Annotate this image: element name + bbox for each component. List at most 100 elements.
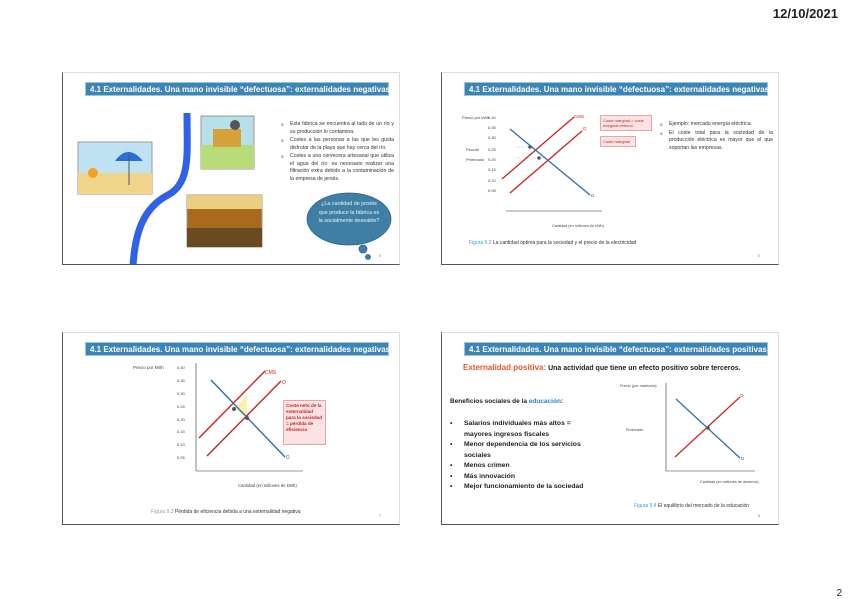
equilibrium-point — [245, 416, 249, 420]
illustrations — [77, 112, 392, 264]
y-tick: 0,05 — [488, 188, 497, 193]
y-tick: 0,40 — [177, 365, 186, 370]
slide-number: 7 — [378, 513, 381, 518]
y-annot: Pmercado — [466, 157, 485, 162]
caption-text: La cantidad óptima para la sociedad y el… — [492, 240, 637, 246]
series-line-cms — [501, 116, 575, 180]
slide-6: 4.1 Externalidades. Una mano invisible “… — [441, 72, 779, 265]
y-tick: 0,35 — [488, 125, 497, 130]
series-label: D — [591, 193, 595, 198]
y-tick: 0,05 — [177, 455, 186, 460]
series-label: CMS — [265, 370, 277, 376]
callout: Coste neto de la externalidad para la so… — [283, 400, 326, 445]
beach-image — [77, 141, 153, 195]
bullet-list: Esta fábrica se encuentra al lado de un … — [281, 121, 394, 184]
y-annot: Pmercado — [626, 428, 643, 432]
thought-cloud-text: ¿La cantidad de jerséis que produce la f… — [318, 201, 380, 224]
bullet: Costes a las personas a las que les gust… — [281, 137, 394, 152]
page-number: 2 — [836, 588, 842, 599]
callout: Coste marginal — [600, 136, 636, 147]
figure-label: Figura 9.2 — [469, 240, 492, 246]
series-label: O — [583, 126, 587, 131]
benefit-item: Más innovación — [450, 472, 600, 483]
bullet: Esta fábrica se encuentra al lado de un … — [281, 121, 394, 136]
education-chart: Precio (por matrícula) Pmercado O D Cant… — [620, 383, 759, 484]
series-label: O — [282, 380, 286, 386]
slide-title: 4.1 Externalidades. Una mano invisible “… — [464, 82, 769, 96]
y-tick: 0,25 — [488, 147, 497, 152]
definition-term: Externalidad positiva: — [463, 363, 547, 372]
bullet: Ejemplo: mercado energía eléctrica. — [660, 121, 773, 129]
definition-text: Una actividad que tiene un efecto positi… — [548, 365, 741, 372]
page-date: 12/10/2021 — [772, 6, 838, 21]
benefit-item: Salarios individuales más altos = mayore… — [450, 419, 600, 440]
deadweight-loss-area — [234, 395, 247, 417]
y-ticks: 0,40 0,35 0,30 0,25 0,20 0,15 0,10 0,05 … — [466, 115, 497, 193]
deadweight-loss-chart: Precio por kWh 0,40 0,35 0,30 0,25 0,20 … — [133, 363, 303, 488]
benefits-colon: : — [560, 398, 564, 405]
thought-cloud-shape — [306, 192, 392, 260]
river-line — [129, 112, 191, 264]
electricity-chart: Precio por kWh 0,40 0,35 0,30 0,25 0,20 … — [462, 114, 605, 228]
y-tick: 0,30 — [177, 391, 186, 396]
bullet: El coste total para la sociedad de la pr… — [660, 130, 773, 153]
benefit-item: Menor dependencia de los servicios socia… — [450, 440, 600, 461]
y-tick: 0,20 — [177, 417, 186, 422]
benefits-lead: Beneficios sociales de la — [450, 398, 529, 405]
callout: Coste marginal = coste marginal externo — [600, 115, 652, 131]
y-tick: 0,30 — [488, 135, 497, 140]
y-tick: 0,25 — [177, 404, 186, 409]
figure-label: Figura 9.4 — [634, 503, 657, 509]
series-label: D — [286, 455, 290, 461]
equilibrium-point — [537, 156, 541, 160]
caption-text: Pérdida de eficiencia debida a una exter… — [174, 509, 301, 515]
equilibrium-point — [232, 407, 236, 411]
slide-title: 4.1 Externalidades. Una mano invisible “… — [464, 342, 768, 356]
figure-caption: Figura 9.3 Pérdida de eficiencia debida … — [151, 509, 301, 515]
slide-number: 5 — [378, 253, 381, 258]
y-tick: 0,15 — [488, 167, 497, 172]
figure-caption: Figura 9.2 La cantidad óptima para la so… — [469, 240, 636, 246]
slide-5: 4.1 Externalidades. Una mano invisible “… — [62, 72, 400, 265]
y-tick: 0,40 — [488, 115, 497, 120]
caption-text: El equilibrio del mercado de la educació… — [657, 503, 750, 509]
series-label: O — [740, 393, 744, 398]
x-axis-label: Cantidad (en millones de kWh) — [552, 224, 605, 228]
slide-title: 4.1 Externalidades. Una mano invisible “… — [85, 82, 390, 96]
y-tick: 0,15 — [177, 429, 186, 434]
x-axis-label: Cantidad (en millones de kWh) — [238, 483, 297, 488]
bullet: Costes a una cervecera artesanal que uti… — [281, 153, 394, 183]
y-annot: Psocial — [466, 147, 479, 152]
slide-number: 8 — [757, 513, 760, 518]
slide-title: 4.1 Externalidades. Una mano invisible “… — [85, 342, 390, 356]
y-tick: 0,10 — [177, 442, 186, 447]
x-axis-label: Cantidad (en millones de alumnos) — [700, 480, 759, 484]
benefit-item: Menos crimen — [450, 461, 600, 472]
factory-image — [200, 115, 255, 170]
benefits-heading: Beneficios sociales de la educación: — [450, 398, 563, 405]
figure-caption: Figura 9.4 El equilibrio del mercado de … — [634, 503, 749, 509]
series-line-cms — [198, 370, 266, 439]
slide-number: 6 — [757, 253, 760, 258]
series-line-d — [509, 128, 591, 196]
equilibrium-point — [528, 145, 532, 149]
benefit-item: Mejor funcionamiento de la sociedad — [450, 482, 600, 493]
y-tick: 0,10 — [488, 178, 497, 183]
slide-7: 4.1 Externalidades. Una mano invisible “… — [62, 332, 400, 525]
bottling-image — [186, 194, 263, 248]
benefits-term: educación — [528, 398, 561, 405]
y-axis-label: Precio por kWh — [133, 365, 164, 370]
definition: Externalidad positiva: Una actividad que… — [463, 363, 741, 372]
y-axis-label: Precio por kWh — [462, 115, 489, 120]
figure-label: Figura 9.3 — [151, 509, 174, 515]
y-tick: 0,35 — [177, 378, 186, 383]
benefits-list: Salarios individuales más altos = mayore… — [450, 419, 600, 493]
equilibrium-point — [706, 426, 710, 430]
bullet-list: Ejemplo: mercado energía eléctrica. El c… — [660, 121, 773, 153]
series-line-o — [206, 380, 282, 457]
series-line-o — [509, 130, 583, 194]
series-label: CMS — [574, 114, 584, 119]
y-tick: 0,20 — [488, 157, 497, 162]
y-axis-label: Precio (por matrícula) — [620, 384, 657, 388]
slide-8: 4.1 Externalidades. Una mano invisible “… — [441, 332, 779, 525]
